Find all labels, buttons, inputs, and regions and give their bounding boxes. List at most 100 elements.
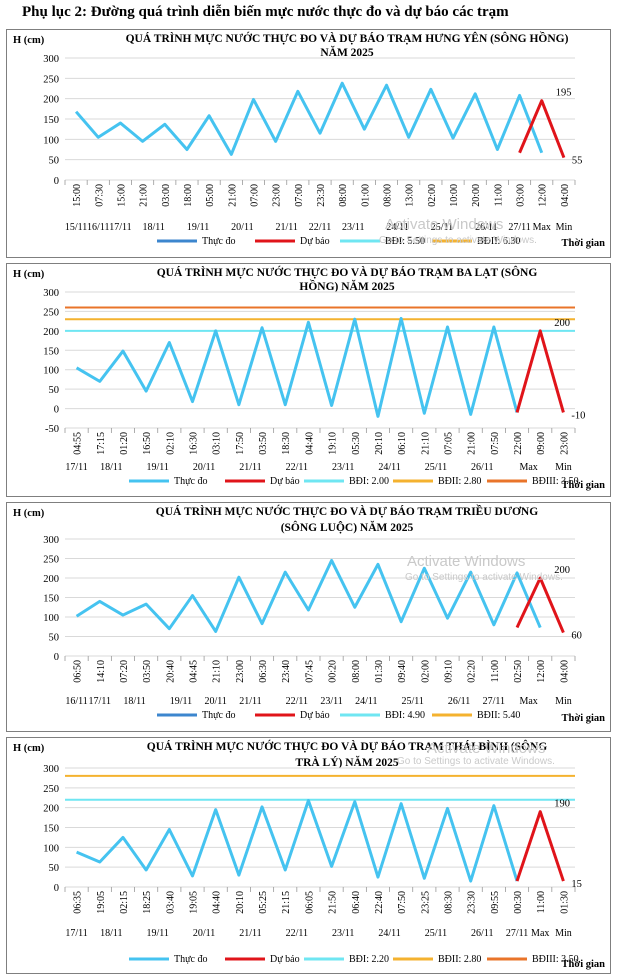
x-tick-label: 02:20 [467,660,478,683]
date-label: 26/11 [475,222,497,233]
x-tick-label: 16:50 [142,432,153,455]
x-tick-label: 21:00 [139,184,150,207]
watermark-line-2: Go to Settings to activate Windows. [405,572,563,583]
date-label: 15/11 [65,222,87,233]
date-label: Min [556,222,573,233]
x-tick-label: 23:30 [467,891,478,914]
observed-series [74,81,544,156]
x-tick-label: 07:00 [294,184,305,207]
date-label: Max [531,928,549,939]
date-label: 17/11 [89,696,111,707]
legend-label: BĐI: 2.20 [349,954,389,965]
y-tick-label: 200 [43,327,59,338]
observed-series [75,316,519,418]
x-tick-label: 18:30 [281,432,292,455]
y-tick-label: 100 [43,135,59,146]
x-tick-label: 21:00 [227,184,238,207]
x-tick-label: 10:00 [449,184,460,207]
legend-label: Dự báo [270,954,300,965]
legend-label: BĐI: 2.00 [349,476,389,487]
forecast-data-label: 190 [554,799,570,810]
date-label: 25/11 [402,696,424,707]
legend-label: Thực đo [174,476,207,487]
x-tick-label: 20:10 [374,432,385,455]
x-tick-label: 19:10 [328,432,339,455]
date-label: 24/11 [378,462,400,473]
legend-label: BĐII: 5.40 [477,710,520,721]
x-tick-label: 04:45 [189,660,200,683]
date-label: 27/11 [483,696,505,707]
y-tick-label: 100 [43,613,59,624]
date-label: Min [555,928,572,939]
x-tick-label: 14:10 [96,660,107,683]
x-tick-label: 02:50 [513,660,524,683]
date-label: 22/11 [286,696,308,707]
y-tick-label: 50 [49,863,60,874]
watermark-line-2: Go to Settings to activate Windows. [379,235,537,246]
y-tick-label: 0 [54,652,59,663]
chart-title-line: QUÁ TRÌNH MỰC NƯỚC THỰC ĐO VÀ DỰ BÁO TRẠ… [157,265,538,279]
y-tick-label: 150 [43,594,59,605]
date-label: 16/11 [87,222,109,233]
x-tick-label: 22:00 [513,432,524,455]
y-tick-label: 0 [54,883,59,894]
legend-label: Dự báo [300,236,330,247]
x-tick-label: 01:00 [360,184,371,207]
date-label: 19/11 [147,462,169,473]
y-axis-label: H (cm) [13,508,45,519]
date-label: 21/11 [239,696,261,707]
x-tick-label: 18:25 [142,891,153,914]
x-tick-label: 02:00 [427,184,438,207]
legend-label: Thực đo [174,954,207,965]
y-tick-label: 300 [43,288,59,299]
x-tick-label: 09:00 [536,432,547,455]
x-axis-label: Thời gian [562,238,606,249]
x-tick-label: 04:40 [212,891,223,914]
y-tick-label: 250 [43,784,59,795]
x-tick-label: 21:00 [467,432,478,455]
chart-ba-lat: QUÁ TRÌNH MỰC NƯỚC THỰC ĐO VÀ DỰ BÁO TRẠ… [13,265,606,491]
x-tick-label: 21:50 [328,891,339,914]
y-tick-label: 100 [43,843,59,854]
date-label: 20/11 [204,696,226,707]
x-tick-label: 22:40 [374,891,385,914]
y-tick-label: 150 [43,346,59,357]
x-tick-label: 05:00 [205,184,216,207]
forecast-data-label: 200 [554,565,570,576]
y-tick-label: 150 [43,115,59,126]
x-axis-label: Thời gian [562,480,606,491]
watermark-line-1: Activate Windows [427,740,546,757]
y-tick-label: -50 [45,424,59,435]
x-tick-label: 08:00 [338,184,349,207]
date-label: 26/11 [448,696,470,707]
x-tick-label: 06:30 [258,660,269,683]
x-axis-label: Thời gian [562,959,606,970]
x-tick-label: 23:00 [272,184,283,207]
date-label: 21/11 [276,222,298,233]
chart-panel-hung-yen: QUÁ TRÌNH MỰC NƯỚC THỰC ĐO VÀ DỰ BÁO TRẠ… [6,29,611,258]
legend-label: Dự báo [300,710,330,721]
forecast-data-label: 55 [572,156,583,167]
y-tick-label: 250 [43,555,59,566]
y-tick-label: 250 [43,307,59,318]
x-tick-label: 06:05 [304,891,315,914]
forecast-series [515,810,565,882]
legend-label: BĐI: 4.90 [385,710,425,721]
date-label: 23/11 [332,928,354,939]
chart-title-line: TRÀ LÝ) NĂM 2025 [295,755,398,769]
date-label: 22/11 [286,462,308,473]
x-tick-label: 07:00 [249,184,260,207]
x-tick-label: 17:15 [96,432,107,455]
date-label: 22/11 [309,222,331,233]
x-tick-label: 00:20 [328,660,339,683]
x-tick-label: 21:15 [281,891,292,914]
date-label: 19/11 [187,222,209,233]
y-tick-label: 150 [43,824,59,835]
x-tick-label: 16:30 [189,432,200,455]
x-tick-label: 08:00 [383,184,394,207]
x-tick-label: 23:00 [559,432,570,455]
date-label: 23/11 [332,462,354,473]
chart-panel-thai-binh: QUÁ TRÌNH MỰC NƯỚC THỰC ĐO VÀ DỰ BÁO TRẠ… [6,737,611,974]
x-tick-label: 04:00 [560,184,571,207]
date-label: 18/11 [100,462,122,473]
